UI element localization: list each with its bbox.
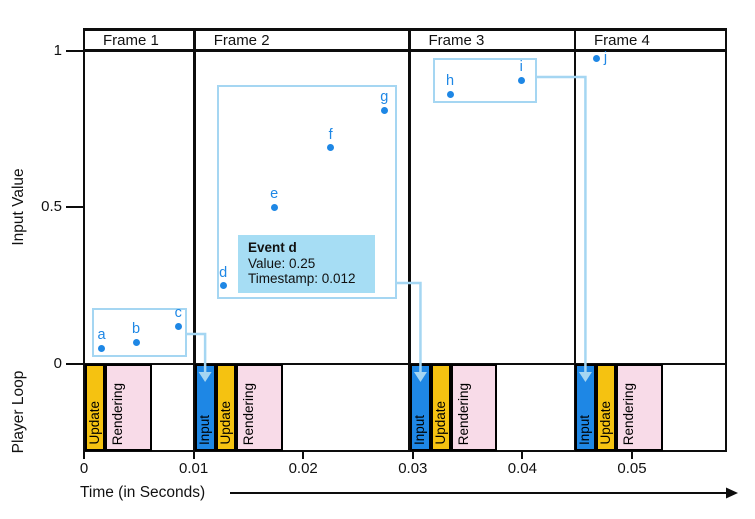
data-point-label-b: b xyxy=(132,321,141,338)
event-group-box xyxy=(433,58,537,103)
y-tick xyxy=(66,206,84,209)
y-tick-label: 0 xyxy=(53,355,62,372)
x-tick-label: 0 xyxy=(79,460,89,477)
x-tick-label: 0.01 xyxy=(178,460,209,477)
data-point-e[interactable] xyxy=(270,203,278,211)
player-loop-bar-input: Input xyxy=(575,364,596,451)
player-loop-bar-rendering: Rendering xyxy=(451,364,498,451)
y-tick xyxy=(66,363,84,365)
bar-label: Update xyxy=(87,401,103,445)
data-point-c[interactable] xyxy=(174,322,182,330)
tooltip-timestamp-line: Timestamp: 0.012 xyxy=(248,271,356,286)
frame-boundary-line xyxy=(193,29,196,451)
player-loop-bar-update: Update xyxy=(595,364,616,451)
data-point-f[interactable] xyxy=(327,144,335,152)
player-loop-bar-update: Update xyxy=(431,364,452,451)
data-point-label-d: d xyxy=(219,264,228,281)
frame-header-divider xyxy=(82,49,728,52)
player-loop-bar-update: Update xyxy=(85,364,105,451)
plot-left-border xyxy=(82,28,86,453)
y-axis-title: Input Value xyxy=(10,168,27,246)
player-loop-bar-rendering: Rendering xyxy=(615,364,663,451)
plot-right-border xyxy=(724,28,728,453)
player-loop-bar-input: Input xyxy=(409,364,432,451)
x-tick-label: 0.05 xyxy=(617,460,647,477)
data-point-a[interactable] xyxy=(98,344,106,352)
event-tooltip: Event d Value: 0.25 Timestamp: 0.012 xyxy=(238,235,375,293)
player-loop-axis-title: Player Loop xyxy=(10,370,27,454)
bar-label: Input xyxy=(577,414,592,445)
bar-label: Update xyxy=(597,401,613,445)
frame-header-cell-1: Frame 1 xyxy=(103,31,159,49)
bar-label: Rendering xyxy=(109,382,125,445)
plot-bottom-border xyxy=(82,449,728,453)
event-delivery-arrow xyxy=(537,75,592,382)
bar-label: Rendering xyxy=(241,382,257,445)
data-point-label-c: c xyxy=(174,305,182,322)
x-tick xyxy=(631,451,633,459)
y-tick xyxy=(66,49,84,52)
bar-label: Input xyxy=(196,414,212,445)
bar-label: Update xyxy=(433,401,449,445)
data-point-h[interactable] xyxy=(446,90,454,98)
frame-header-cell-3: Frame 3 xyxy=(428,31,485,49)
y-tick-label: 1 xyxy=(53,41,62,59)
frame-header-cell-2: Frame 2 xyxy=(213,31,270,49)
x-tick-label: 0.03 xyxy=(398,460,428,477)
data-point-label-h: h xyxy=(446,73,455,90)
data-point-label-j: j xyxy=(603,50,608,67)
data-point-label-f: f xyxy=(328,126,333,143)
data-point-j[interactable] xyxy=(593,54,601,62)
x-tick xyxy=(302,451,305,459)
data-point-label-i: i xyxy=(519,59,523,76)
x-tick xyxy=(521,451,524,459)
bar-label: Input xyxy=(411,414,427,445)
bar-label: Rendering xyxy=(620,382,636,445)
x-tick-label: 0.04 xyxy=(507,460,537,477)
x-tick-label: 0.02 xyxy=(288,460,318,477)
plot-top-border xyxy=(82,28,728,31)
player-loop-bar-update: Update xyxy=(215,364,237,451)
frame-header-cell-4: Frame 4 xyxy=(594,31,650,49)
bar-label: Rendering xyxy=(456,382,472,445)
data-point-g[interactable] xyxy=(380,106,388,114)
player-loop-bar-rendering: Rendering xyxy=(104,364,152,451)
x-tick xyxy=(83,451,85,459)
player-loop-bar-rendering: Rendering xyxy=(236,364,284,451)
frame-boundary-line xyxy=(408,29,411,451)
tooltip-title: Event d xyxy=(248,240,297,255)
x-tick xyxy=(411,451,414,459)
x-tick xyxy=(192,451,195,459)
data-point-i[interactable] xyxy=(517,76,525,84)
data-point-label-g: g xyxy=(380,89,389,106)
data-point-b[interactable] xyxy=(132,338,140,346)
time-axis-arrow xyxy=(230,487,738,499)
player-loop-bar-input: Input xyxy=(194,364,216,451)
data-point-d[interactable] xyxy=(219,282,227,290)
tooltip-value-line: Value: 0.25 xyxy=(248,255,316,271)
event-group-box xyxy=(92,308,187,357)
x-axis-title: Time (in Seconds) xyxy=(80,484,206,501)
bar-label: Update xyxy=(217,401,233,445)
event-group-box xyxy=(217,85,397,299)
data-point-label-a: a xyxy=(97,327,106,344)
data-point-label-e: e xyxy=(270,186,279,203)
y-tick-label: 0.5 xyxy=(41,198,62,216)
